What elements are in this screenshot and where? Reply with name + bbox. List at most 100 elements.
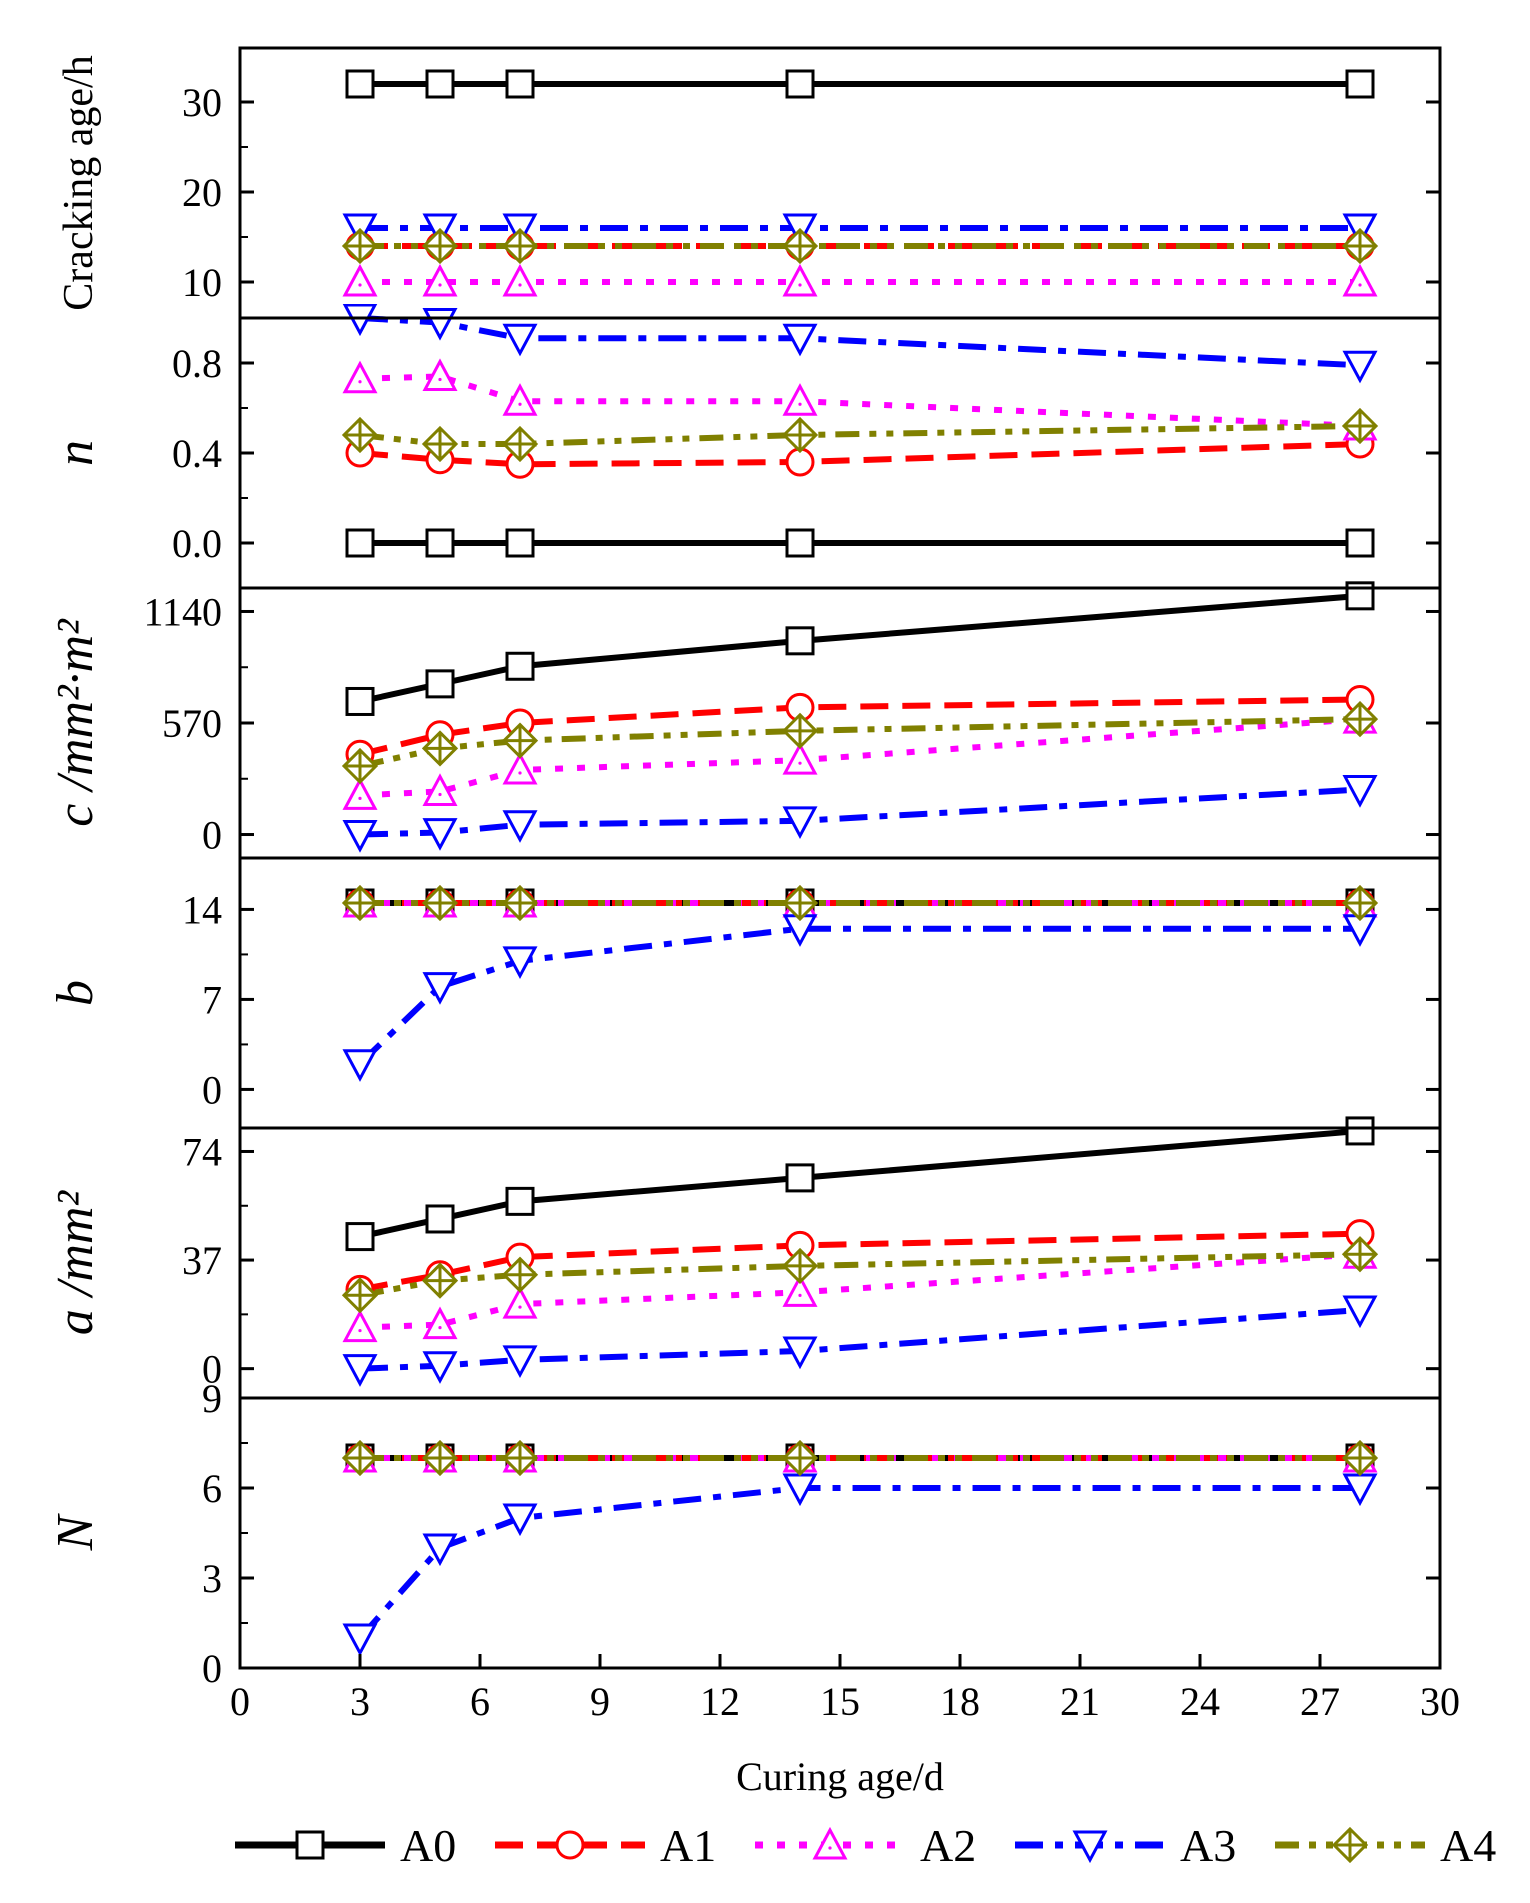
panel-c: 0 570 1140 c /mm²·m² xyxy=(47,581,1442,860)
legend-label-A3: A3 xyxy=(1180,1820,1236,1871)
xtick-label-5: 15 xyxy=(820,1679,860,1724)
data-point-a-A0-4 xyxy=(1345,1116,1375,1146)
data-point-c-A3-3 xyxy=(782,806,818,840)
ytick-label-b-2: 14 xyxy=(182,887,222,932)
data-point-n-A3-3 xyxy=(782,323,818,357)
data-point-a-A3-1 xyxy=(422,1351,458,1384)
data-point-a-A2-0-dot xyxy=(358,1328,362,1333)
data-point-a-A2-2-dot xyxy=(518,1305,522,1309)
ytick-label-c-2: 1140 xyxy=(143,589,222,634)
panel-a: 0 37 74 a /mm² xyxy=(47,1116,1442,1400)
ytick-label-N-2: 6 xyxy=(202,1466,222,1511)
data-point-a-A3-4 xyxy=(1342,1295,1378,1329)
data-point-cracking-A2-1 xyxy=(422,263,458,297)
data-point-cracking-A2-3 xyxy=(782,263,818,297)
data-point-a-A0-2 xyxy=(505,1186,535,1216)
xtick-label-9: 27 xyxy=(1300,1679,1340,1724)
data-point-c-A2-1-dot xyxy=(438,792,442,797)
data-point-cracking-A2-0 xyxy=(342,263,378,297)
ytick-label-n-0: 0.0 xyxy=(172,521,222,566)
x-axis-label: Curing age/d xyxy=(736,1754,944,1799)
data-point-cracking-A2-4 xyxy=(1342,263,1378,297)
data-point-c-A3-0 xyxy=(342,820,378,853)
data-point-n-A0-0 xyxy=(345,528,375,558)
data-point-c-A0-1 xyxy=(425,669,455,699)
ytick-label-cracking-0: 10 xyxy=(182,260,222,305)
data-point-c-A0-3 xyxy=(785,626,815,656)
ylabel-N: N xyxy=(47,1512,104,1551)
ytick-label-b-1: 7 xyxy=(202,977,222,1022)
panel-n-series xyxy=(341,304,1379,558)
data-point-n-A0-2 xyxy=(505,528,535,558)
data-point-a-A2-2 xyxy=(502,1285,538,1319)
series-line-c-A4 xyxy=(359,716,1361,769)
data-point-c-A2-1 xyxy=(422,773,458,806)
xtick-label-3: 9 xyxy=(590,1679,610,1724)
series-line-c-A0 xyxy=(359,592,1361,705)
ylabel-a: a /mm² xyxy=(47,1190,104,1336)
series-line-n-A2 xyxy=(359,373,1361,429)
data-point-cracking-A2-3-dot xyxy=(798,283,802,287)
data-point-n-A3-2 xyxy=(502,323,538,357)
data-point-n-A2-2-dot xyxy=(518,402,522,406)
xtick-label-1: 3 xyxy=(350,1679,370,1724)
data-point-n-A0-4 xyxy=(1345,528,1375,558)
legend: A0 A1 A2 A3 A4 xyxy=(235,1820,1496,1871)
data-point-n-A2-0-dot xyxy=(358,380,362,384)
legend-marker-A2-dot xyxy=(828,1846,832,1850)
xtick-label-10: 30 xyxy=(1420,1679,1460,1724)
xtick-label-8: 24 xyxy=(1180,1679,1220,1724)
data-point-n-A2-3-dot xyxy=(798,402,802,406)
ytick-label-n-1: 0.4 xyxy=(172,431,222,476)
data-point-c-A3-4 xyxy=(1342,775,1378,808)
ylabel-cracking: Cracking age/h xyxy=(56,55,102,310)
data-point-cracking-A0-4 xyxy=(1345,69,1375,99)
xtick-label-6: 18 xyxy=(940,1679,980,1724)
data-point-N-A3-0 xyxy=(342,1623,378,1657)
data-point-cracking-A0-0 xyxy=(345,69,375,99)
data-point-c-A0-2 xyxy=(505,651,535,681)
data-point-cracking-A0-2 xyxy=(505,69,535,99)
data-point-a-A2-3-dot xyxy=(798,1293,802,1297)
ylabel-c: c /mm²·m² xyxy=(47,618,104,827)
series-line-a-A3 xyxy=(359,1306,1361,1372)
data-point-b-A3-0 xyxy=(342,1049,378,1082)
series-line-c-A1 xyxy=(359,696,1361,758)
panel-cracking-frame xyxy=(238,46,1442,320)
data-point-n-A0-3 xyxy=(785,528,815,558)
data-point-N-A3-1 xyxy=(422,1533,458,1567)
data-point-cracking-A2-1-dot xyxy=(438,283,442,287)
data-point-n-A2-1-dot xyxy=(438,377,442,382)
data-point-a-A2-3 xyxy=(782,1274,818,1307)
panel-cracking-series xyxy=(341,69,1379,297)
ytick-label-a-2: 74 xyxy=(182,1129,222,1174)
legend-marker-A2 xyxy=(812,1826,848,1860)
ytick-label-b-0: 0 xyxy=(202,1067,222,1112)
data-point-n-A0-1 xyxy=(425,528,455,558)
data-point-N-A3-2 xyxy=(502,1503,538,1537)
xtick-label-7: 21 xyxy=(1060,1679,1100,1724)
series-line-n-A1 xyxy=(359,441,1361,468)
data-point-c-A2-3-dot xyxy=(798,761,802,765)
panel-N-frame xyxy=(238,1396,1442,1670)
legend-label-A4: A4 xyxy=(1440,1820,1496,1871)
data-point-n-A2-3 xyxy=(782,383,818,416)
data-point-n-A2-0 xyxy=(342,360,378,394)
data-point-c-A3-1 xyxy=(422,818,458,851)
xtick-label-2: 6 xyxy=(470,1679,490,1724)
data-point-a-A2-1 xyxy=(422,1306,458,1340)
panel-n: 0.0 0.4 0.8 n xyxy=(47,304,1442,590)
x-axis: 0 3 6 9 12 15 18 21 24 27 30 Curing age/d xyxy=(230,1654,1460,1799)
legend-label-A1: A1 xyxy=(660,1820,716,1871)
data-point-a-A2-1-dot xyxy=(438,1326,442,1330)
panel-N-series xyxy=(341,1439,1379,1657)
ylabel-b: b xyxy=(47,980,104,1006)
panel-c-series xyxy=(341,581,1379,853)
data-point-a-A0-1 xyxy=(425,1204,455,1234)
ytick-label-N-3: 9 xyxy=(202,1376,222,1421)
data-point-a-A0-0 xyxy=(345,1222,375,1252)
ytick-label-c-1: 570 xyxy=(162,701,222,746)
data-point-cracking-A2-2-dot xyxy=(518,283,522,287)
data-point-cracking-A0-1 xyxy=(425,69,455,99)
